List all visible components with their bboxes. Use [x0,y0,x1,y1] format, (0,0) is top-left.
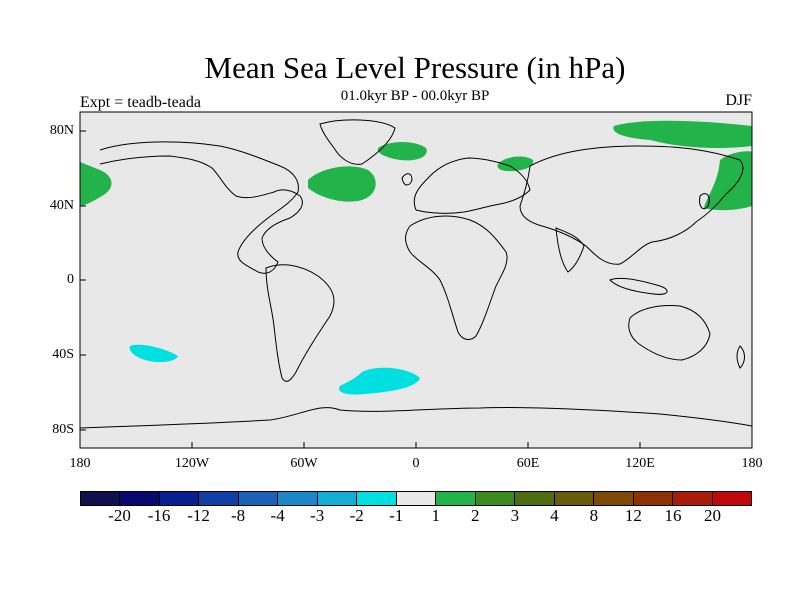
lon-label-120e: 120E [625,456,655,471]
lon-label-120w: 120W [174,456,210,471]
anomaly-region-barents [497,156,534,172]
coastline-north-america [99,141,303,274]
coastline-japan [699,193,710,210]
experiment-label: Expt = teadb-teada [80,94,201,111]
coastlines [79,119,753,429]
colorbar-label: -16 [147,506,171,525]
page-title: Mean Sea Level Pressure (in hPa) [204,50,626,85]
colorbar-swatch [199,492,239,505]
colorbar-label: -4 [270,506,285,525]
colorbar-label: -3 [310,506,325,525]
colorbar-swatch [278,492,318,505]
subtitle: 01.0kyr BP - 00.0kyr BP [340,88,490,104]
colorbar-swatch [396,492,437,505]
map-background [80,112,752,448]
anomaly-region-south-pacific [129,344,178,363]
anomaly-region-greenland [377,142,427,161]
colorbar-label: 12 [624,506,642,525]
colorbar-swatch [594,492,634,505]
colorbar-label: 8 [589,506,599,525]
coastline-indonesia [609,277,668,295]
colorbar-label: -20 [108,506,131,525]
season-label: DJF [725,92,752,109]
colorbar-swatch [317,492,358,505]
lon-label-180e: 180 [741,456,763,471]
coastline-south-america [265,264,335,382]
lat-label-40s: 40S [52,347,74,362]
lon-label-60w: 60W [290,456,318,471]
anomaly-region-north-pacific-west [704,151,752,211]
colorbar-swatch [159,492,200,505]
colorbar-label: 1 [431,506,441,525]
colorbar-swatch [357,492,397,505]
coastline-africa [405,215,508,340]
coastline-asia [519,145,744,265]
coastline-australia [628,305,711,361]
coastline-greenland [319,119,396,165]
lon-label-0: 0 [412,456,420,471]
anomaly-region-north-pacific-east [80,162,112,206]
anomaly-region-arctic-siberia [613,120,752,148]
coastline-india [555,227,585,273]
colorbar-swatch [238,492,279,505]
colorbar-swatch [515,492,555,505]
map-ticks [80,130,641,448]
lat-label-0: 0 [67,272,74,287]
coastline-new-zealand [736,345,745,369]
colorbar-label: -1 [389,506,404,525]
colorbar-swatch [712,492,751,505]
lon-label-180w: 180 [69,456,91,471]
anomaly-region-north-atlantic [308,166,376,202]
colorbar-swatch [554,492,595,505]
colorbar-swatch [475,492,516,505]
colorbar-label: 20 [703,506,721,525]
colorbar-swatch [120,492,160,505]
colorbar-swatch [436,492,476,505]
colorbar-label: 4 [550,506,559,525]
lat-label-80s: 80S [52,422,74,437]
anomaly-region-south-atlantic [339,367,420,395]
colorbar-swatch [633,492,674,505]
colorbar-label: 2 [471,506,480,525]
colorbar-swatch [673,492,713,505]
lat-label-40n: 40N [49,198,74,213]
coastline-europe [413,157,531,214]
coastline-antarctica [79,406,753,429]
colorbar-label: -2 [349,506,364,525]
lat-label-80n: 80N [49,123,74,138]
colorbar-label: 3 [510,506,520,525]
colorbar [80,491,752,506]
colorbar-label: 16 [664,506,682,525]
colorbar-label: -8 [231,506,246,525]
coastline-uk [401,173,413,186]
colorbar-swatch [81,492,121,505]
lon-label-60e: 60E [516,456,540,471]
colorbar-label: -12 [187,506,210,525]
